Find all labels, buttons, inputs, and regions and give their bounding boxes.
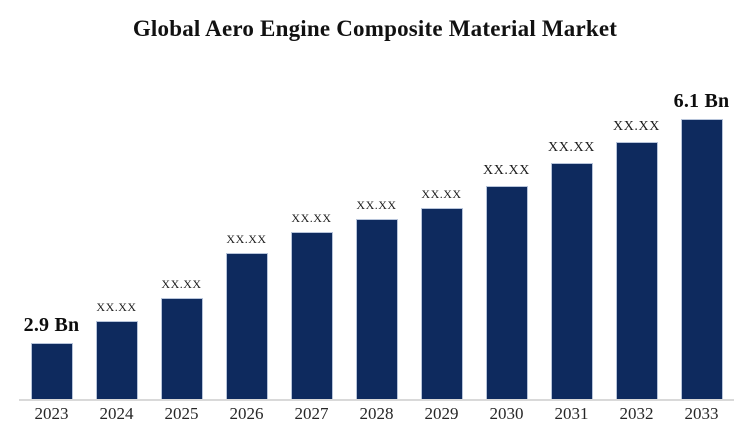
bar-column-2031: XX.XX: [539, 60, 604, 399]
bar-column-2030: XX.XX: [474, 60, 539, 399]
x-axis-label-2032: 2032: [619, 404, 654, 423]
bar-value-label-2030: XX.XX: [483, 163, 530, 179]
bar-2033: [680, 119, 723, 399]
bar-value-label-2031: XX.XX: [548, 140, 595, 156]
bar-2031: [550, 163, 593, 399]
bar-column-2033: 6.1 Bn: [669, 60, 734, 399]
x-axis-label-2025: 2025: [164, 404, 199, 423]
bar-value-label-2025: XX.XX: [161, 277, 202, 292]
bar-value-label-2027: XX.XX: [291, 211, 332, 226]
bar-2023: [30, 343, 73, 399]
x-axis-label-2031: 2031: [554, 404, 589, 423]
x-axis-label-2033: 2033: [684, 404, 719, 423]
bar-2028: [355, 219, 398, 399]
bar-column-2029: XX.XX: [409, 60, 474, 399]
x-axis: 2023 2024 2025 2026 2027 2028 2029 2030 2031 2032…: [19, 404, 734, 424]
bar-column-2024: XX.XX: [84, 60, 149, 399]
bar-2027: [290, 232, 333, 399]
bar-column-2027: XX.XX: [279, 60, 344, 399]
bar-value-label-2023: 2.9 Bn: [23, 314, 80, 336]
bar-column-2023: 2.9 Bn: [19, 60, 84, 399]
bar-value-label-2028: XX.XX: [356, 198, 397, 213]
bar-value-label-2029: XX.XX: [421, 187, 462, 202]
x-axis-label-2028: 2028: [359, 404, 394, 423]
bar-value-label-2024: XX.XX: [96, 300, 137, 315]
plot-area: 2.9 Bn XX.XX XX.XX XX.XX XX.XX XX.XX XX.XX XX.X…: [19, 60, 734, 401]
bar-2026: [225, 253, 268, 399]
x-axis-label-2026: 2026: [229, 404, 264, 423]
bar-column-2026: XX.XX: [214, 60, 279, 399]
bar-column-2025: XX.XX: [149, 60, 214, 399]
bar-value-label-2032: XX.XX: [613, 119, 660, 135]
x-axis-label-2024: 2024: [99, 404, 134, 423]
bar-column-2032: XX.XX: [604, 60, 669, 399]
bar-2032: [615, 142, 658, 399]
chart-title: Global Aero Engine Composite Material Ma…: [132, 16, 618, 41]
x-axis-label-2023: 2023: [34, 404, 69, 423]
x-axis-label-2029: 2029: [424, 404, 459, 423]
x-axis-label-2030: 2030: [489, 404, 524, 423]
bar-value-label-2033: 6.1 Bn: [673, 90, 730, 112]
bar-column-2028: XX.XX: [344, 60, 409, 399]
bar-value-label-2026: XX.XX: [226, 232, 267, 247]
bar-2024: [95, 321, 138, 399]
bar-2030: [485, 186, 528, 399]
bar-2025: [160, 298, 203, 399]
x-axis-label-2027: 2027: [294, 404, 329, 423]
bar-2029: [420, 208, 463, 399]
